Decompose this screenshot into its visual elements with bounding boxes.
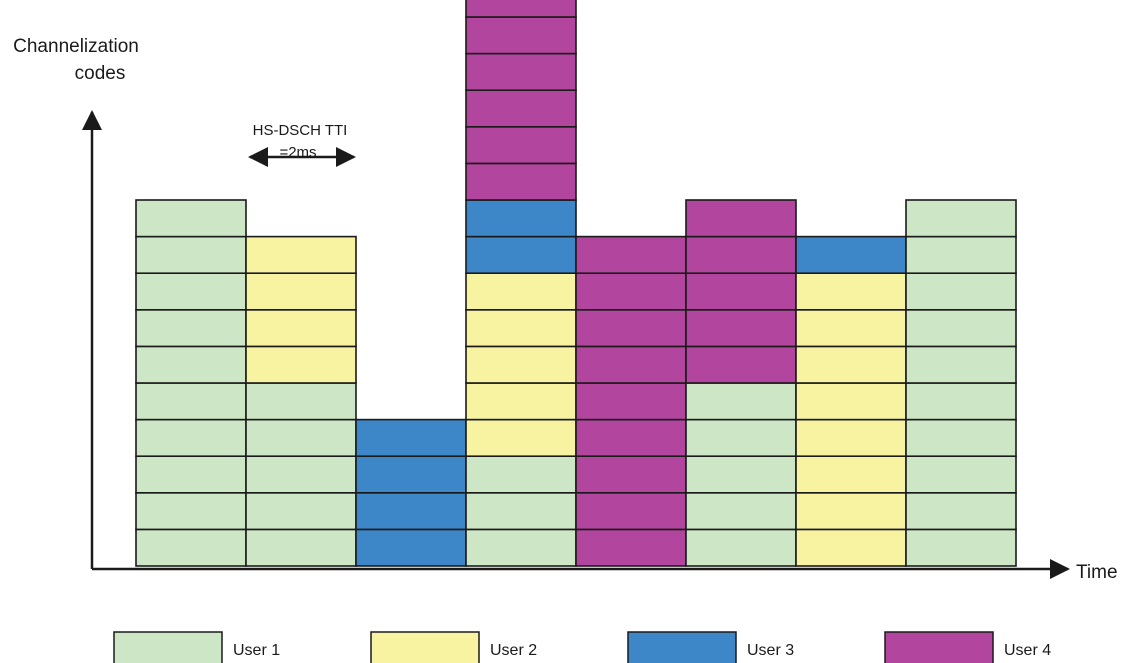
code-block-user2 bbox=[795, 528, 907, 567]
legend-swatch-user4 bbox=[884, 631, 994, 663]
code-block-user4 bbox=[685, 345, 797, 384]
code-block-user1 bbox=[905, 491, 1017, 531]
code-block-user2 bbox=[795, 272, 907, 311]
code-block-user1 bbox=[685, 455, 797, 494]
legend-label-user4: User 4 bbox=[1004, 642, 1051, 659]
code-block-user3 bbox=[465, 235, 577, 275]
code-block-user4 bbox=[685, 272, 797, 311]
code-block-user2 bbox=[245, 272, 357, 311]
tti-label-line-1: HS-DSCH TTI bbox=[253, 122, 348, 139]
legend-label-user1: User 1 bbox=[233, 642, 280, 659]
code-block-user1 bbox=[135, 199, 247, 238]
code-block-user1 bbox=[135, 345, 247, 384]
code-block-user2 bbox=[465, 382, 577, 421]
y-axis-label-line-2: codes bbox=[75, 63, 126, 84]
code-block-user1 bbox=[135, 528, 247, 567]
code-block-user1 bbox=[685, 418, 797, 458]
code-block-user1 bbox=[905, 382, 1017, 421]
code-block-user4 bbox=[575, 235, 687, 275]
code-block-user2 bbox=[465, 418, 577, 458]
code-block-user1 bbox=[135, 491, 247, 531]
code-block-user4 bbox=[465, 52, 577, 91]
code-block-user1 bbox=[135, 382, 247, 421]
code-block-user1 bbox=[245, 528, 357, 567]
legend-swatch-user3 bbox=[627, 631, 737, 663]
code-block-user3 bbox=[355, 528, 467, 567]
tti-label-line-2: =2ms bbox=[279, 144, 316, 161]
code-block-user2 bbox=[245, 308, 357, 348]
code-block-user4 bbox=[465, 0, 577, 18]
code-block-user4 bbox=[575, 308, 687, 348]
code-blocks bbox=[135, 0, 1017, 567]
code-block-user1 bbox=[905, 308, 1017, 348]
code-block-user1 bbox=[685, 382, 797, 421]
code-block-user4 bbox=[575, 491, 687, 531]
code-block-user2 bbox=[795, 418, 907, 458]
code-block-user4 bbox=[575, 382, 687, 421]
code-block-user1 bbox=[135, 235, 247, 275]
code-block-user3 bbox=[795, 235, 907, 275]
code-block-user2 bbox=[795, 455, 907, 494]
code-block-user1 bbox=[245, 418, 357, 458]
code-block-user4 bbox=[575, 345, 687, 384]
code-block-user1 bbox=[245, 382, 357, 421]
code-block-user2 bbox=[465, 272, 577, 311]
code-block-user4 bbox=[685, 308, 797, 348]
code-block-user2 bbox=[795, 308, 907, 348]
code-block-user4 bbox=[575, 528, 687, 567]
code-block-user1 bbox=[135, 455, 247, 494]
code-block-user2 bbox=[245, 345, 357, 384]
code-block-user1 bbox=[905, 418, 1017, 458]
code-block-user1 bbox=[245, 491, 357, 531]
code-block-user4 bbox=[465, 126, 577, 165]
code-block-user4 bbox=[465, 162, 577, 201]
code-block-user4 bbox=[575, 272, 687, 311]
code-block-user2 bbox=[795, 345, 907, 384]
code-block-user1 bbox=[465, 528, 577, 567]
code-block-user1 bbox=[135, 418, 247, 458]
y-axis-label-line-1: Channelization bbox=[13, 36, 139, 57]
code-block-user4 bbox=[465, 89, 577, 128]
code-block-user2 bbox=[465, 345, 577, 384]
code-block-user2 bbox=[795, 491, 907, 531]
code-block-user1 bbox=[905, 199, 1017, 238]
code-block-user3 bbox=[355, 455, 467, 494]
code-block-user1 bbox=[135, 272, 247, 311]
code-block-user3 bbox=[355, 418, 467, 458]
code-block-user1 bbox=[465, 455, 577, 494]
code-block-user4 bbox=[465, 16, 577, 55]
legend-swatch-user1 bbox=[113, 631, 223, 663]
code-block-user1 bbox=[905, 528, 1017, 567]
code-block-user4 bbox=[685, 235, 797, 275]
legend-label-user2: User 2 bbox=[490, 642, 537, 659]
legend-label-user3: User 3 bbox=[747, 642, 794, 659]
code-block-user1 bbox=[905, 235, 1017, 275]
code-block-user1 bbox=[135, 308, 247, 348]
code-block-user1 bbox=[905, 272, 1017, 311]
code-block-user4 bbox=[685, 199, 797, 238]
code-block-user1 bbox=[245, 455, 357, 494]
code-block-user2 bbox=[465, 308, 577, 348]
x-axis-label: Time bbox=[1076, 562, 1118, 583]
code-block-user1 bbox=[905, 345, 1017, 384]
code-block-user1 bbox=[685, 491, 797, 531]
code-block-user2 bbox=[245, 235, 357, 275]
code-block-user3 bbox=[465, 199, 577, 238]
legend-swatch-user2 bbox=[370, 631, 480, 663]
code-block-user3 bbox=[355, 491, 467, 531]
code-block-user1 bbox=[905, 455, 1017, 494]
code-block-user2 bbox=[795, 382, 907, 421]
legend: User 1 User 2 User 3 User 4 bbox=[113, 631, 1051, 663]
code-block-user1 bbox=[465, 491, 577, 531]
code-block-user1 bbox=[685, 528, 797, 567]
code-block-user4 bbox=[575, 418, 687, 458]
code-block-user4 bbox=[575, 455, 687, 494]
